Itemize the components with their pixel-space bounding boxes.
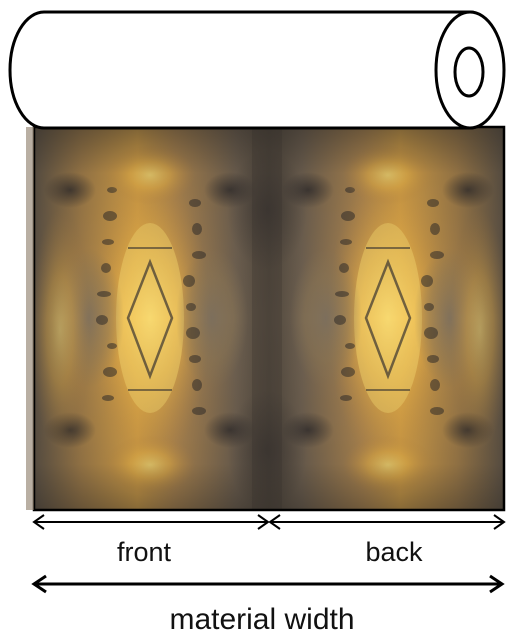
front-arrow-left-head-icon — [32, 514, 45, 530]
material-width-left-head-icon — [31, 574, 47, 594]
roll-cylinder — [8, 10, 506, 130]
front-label: front — [117, 537, 172, 567]
back-label: back — [365, 537, 423, 567]
roll-core-hole — [453, 46, 485, 98]
material-width-right-head-icon — [489, 574, 505, 594]
fabric-selvedge — [26, 127, 34, 510]
material-width-label: material width — [169, 603, 354, 636]
fabric-pattern-panel — [34, 127, 504, 510]
material-width-dimension: material width — [31, 574, 505, 636]
back-arrow-right-head-icon — [493, 514, 506, 530]
back-dimension: back — [268, 514, 506, 567]
back-arrow-left-head-icon — [268, 514, 281, 530]
front-arrow-right-head-icon — [257, 514, 270, 530]
roll-body — [8, 10, 504, 130]
front-dimension: front — [32, 514, 270, 567]
